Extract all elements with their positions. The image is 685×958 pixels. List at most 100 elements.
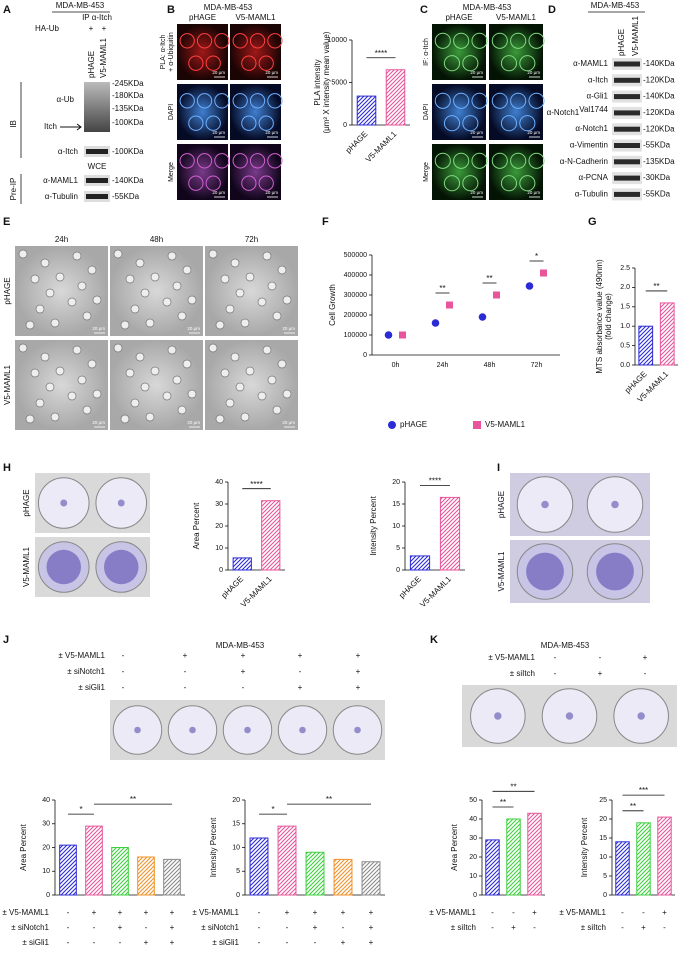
cell <box>434 152 451 169</box>
cell <box>245 366 255 376</box>
significance-label: **** <box>375 49 387 58</box>
significance-label: ** <box>486 274 492 283</box>
sign: - <box>184 667 187 676</box>
point <box>446 301 453 309</box>
sign: + <box>118 923 123 932</box>
y-tick-label: 10 <box>599 854 607 861</box>
cell <box>257 391 267 401</box>
panel-label: J <box>3 634 9 646</box>
row-label: pHAGE <box>3 277 12 304</box>
colonies <box>244 726 251 734</box>
cell <box>282 389 292 399</box>
cell <box>471 32 488 49</box>
blot-band <box>86 149 108 154</box>
y-tick-label: 30 <box>469 835 477 842</box>
colonies <box>611 500 619 509</box>
cell <box>120 414 130 424</box>
y-axis-label: Area Percent <box>192 502 201 549</box>
arrow <box>60 123 82 131</box>
y-tick-label: 20 <box>232 797 240 804</box>
cell <box>443 115 461 132</box>
column-label: 72h <box>245 235 258 244</box>
row-label: ± V5-MAML1 <box>2 908 49 917</box>
panel-label: I <box>497 462 500 474</box>
cell <box>45 288 55 298</box>
cell <box>267 93 283 109</box>
cell <box>125 368 135 378</box>
blot-band <box>86 194 108 199</box>
significance-label: **** <box>429 477 441 486</box>
scale-bar-label: 20 μm <box>470 130 483 135</box>
significance-label: **** <box>250 480 262 489</box>
bar <box>615 841 630 896</box>
cell <box>240 412 250 422</box>
sign: + <box>144 908 149 917</box>
cell <box>277 265 287 275</box>
cell <box>77 281 87 291</box>
cell <box>18 249 28 259</box>
marker: -100KDa <box>112 118 144 127</box>
blot-label: α-Notch1Val1744 <box>547 105 609 117</box>
cell <box>150 366 160 376</box>
blot-band <box>614 143 640 148</box>
cell <box>87 265 97 275</box>
cell <box>172 375 182 385</box>
panel-label: E <box>3 216 10 228</box>
blot-label: α-Ub <box>56 95 74 104</box>
y-tick-label: 0 <box>236 892 240 899</box>
bar <box>356 95 377 126</box>
cell <box>208 343 218 353</box>
y-tick-label: 40 <box>42 797 50 804</box>
sign: + <box>241 651 246 660</box>
sign: - <box>644 669 647 678</box>
cell <box>214 153 230 169</box>
sign: + <box>511 923 516 932</box>
bar <box>277 825 297 896</box>
panel-label: K <box>430 634 438 646</box>
cell <box>208 249 218 259</box>
row-label: ± siNotch1 <box>201 923 239 932</box>
cell <box>453 92 470 109</box>
label: α-Tubulin <box>575 190 608 199</box>
marker: -120KDa <box>643 108 675 117</box>
cell <box>232 153 248 169</box>
x-tick-label: pHAGE <box>344 130 370 156</box>
legend-marker <box>388 421 396 429</box>
sign: + <box>89 24 94 33</box>
sign: + <box>102 24 107 33</box>
blot-label: α-Notch1 <box>575 124 608 133</box>
cell <box>179 153 195 169</box>
y-tick-label: 20 <box>599 816 607 823</box>
sign: + <box>285 908 290 917</box>
significance-label: ** <box>130 795 136 804</box>
sign: - <box>491 908 494 917</box>
scale-bar-label: 20 μm <box>265 70 278 75</box>
sign: + <box>598 669 603 678</box>
scale-bar-label: 20 μm <box>212 130 225 135</box>
scale-bar-label: 20 μm <box>470 190 483 195</box>
axes <box>611 800 675 896</box>
row-label: V5-MAML1 <box>3 364 12 405</box>
cell <box>82 311 92 321</box>
colonies <box>117 499 125 507</box>
panel-label: H <box>3 462 11 474</box>
blot-label: α-MAML1 <box>573 59 608 68</box>
y-tick-label: 20 <box>215 523 223 530</box>
scale-bar-label: 20 μm <box>282 420 295 425</box>
y-tick-label: 5 <box>603 873 607 880</box>
sign: - <box>67 908 70 917</box>
cell <box>130 398 140 408</box>
row-label: ± V5-MAML1 <box>429 908 476 917</box>
bar <box>163 858 181 896</box>
label: α-PCNA <box>578 173 608 182</box>
y-tick-label: 0 <box>363 352 367 359</box>
y-tick-label: 10 <box>232 844 240 851</box>
blot-label: Itch <box>44 122 57 131</box>
sign: - <box>184 683 187 692</box>
image <box>230 24 281 80</box>
panel-label: G <box>588 216 597 228</box>
cell <box>18 343 28 353</box>
cell <box>519 115 536 132</box>
x-tick-label: 48h <box>484 362 496 369</box>
sign: - <box>533 923 536 932</box>
